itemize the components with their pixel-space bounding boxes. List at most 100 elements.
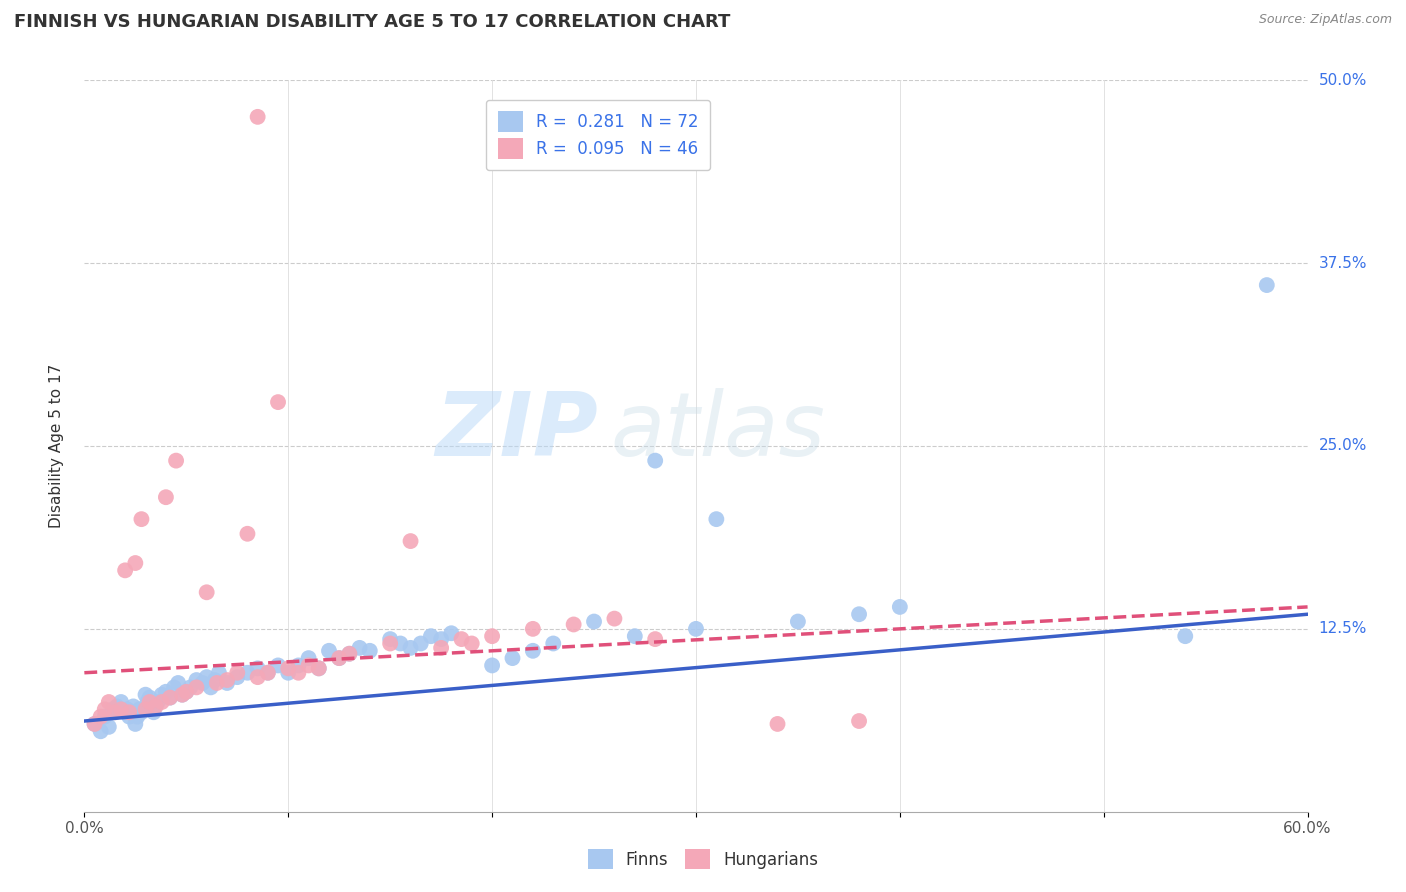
Point [704, 512, 728, 526]
Point [399, 534, 422, 549]
Point [131, 512, 153, 526]
Point [93, 709, 115, 723]
Point [105, 699, 128, 714]
Point [150, 688, 173, 702]
Point [501, 651, 523, 665]
Point [131, 705, 153, 719]
Point [287, 658, 309, 673]
Point [543, 636, 565, 650]
Point [146, 695, 169, 709]
Point [172, 688, 194, 702]
Point [97, 720, 120, 734]
Text: 37.5%: 37.5% [1319, 256, 1367, 270]
Point [104, 705, 127, 719]
Point [440, 626, 463, 640]
Point [257, 665, 280, 680]
Point [277, 665, 299, 680]
Point [246, 670, 269, 684]
Point [138, 690, 160, 705]
Point [141, 699, 163, 714]
Point [159, 690, 181, 705]
Text: 12.5%: 12.5% [1319, 622, 1367, 636]
Point [174, 685, 197, 699]
Point [226, 670, 249, 684]
Point [174, 685, 197, 699]
Text: 25.0%: 25.0% [1319, 439, 1367, 453]
Text: atlas: atlas [610, 388, 825, 475]
Point [155, 490, 177, 504]
Point [287, 665, 309, 680]
Point [1174, 629, 1197, 643]
Point [420, 629, 443, 643]
Point [339, 647, 360, 661]
Point [135, 688, 157, 702]
Point [349, 640, 371, 655]
Point [522, 622, 544, 636]
Point [128, 702, 150, 716]
Point [339, 647, 360, 661]
Point [481, 629, 503, 643]
Point [399, 640, 422, 655]
Point [110, 695, 132, 709]
Point [104, 705, 127, 719]
Point [124, 717, 146, 731]
Point [267, 395, 290, 409]
Point [97, 695, 120, 709]
Point [118, 705, 141, 719]
Point [159, 690, 181, 705]
Point [246, 661, 269, 675]
Point [685, 622, 707, 636]
Point [195, 670, 218, 684]
Point [155, 685, 177, 699]
Point [186, 681, 208, 695]
Point [191, 676, 214, 690]
Point [136, 695, 159, 709]
Point [380, 636, 402, 650]
Point [200, 681, 222, 695]
Point [624, 629, 647, 643]
Point [127, 709, 149, 723]
Point [461, 636, 484, 650]
Point [562, 617, 585, 632]
Point [101, 702, 124, 716]
Point [848, 714, 870, 728]
Point [889, 599, 911, 614]
Point [308, 661, 330, 675]
Point [145, 699, 167, 714]
Point [1256, 278, 1278, 293]
Point [380, 632, 402, 646]
Point [298, 658, 321, 673]
Point [450, 632, 472, 646]
Text: 50.0%: 50.0% [1319, 73, 1367, 87]
Point [603, 612, 626, 626]
Point [481, 658, 503, 673]
Text: FINNISH VS HUNGARIAN DISABILITY AGE 5 TO 17 CORRELATION CHART: FINNISH VS HUNGARIAN DISABILITY AGE 5 TO… [14, 13, 731, 31]
Point [246, 110, 269, 124]
Point [328, 651, 350, 665]
Point [318, 644, 340, 658]
Text: ZIP: ZIP [436, 388, 598, 475]
Point [217, 676, 239, 690]
Point [205, 676, 228, 690]
Point [93, 702, 115, 716]
Point [204, 673, 226, 687]
Point [172, 688, 194, 702]
Point [409, 636, 432, 650]
Point [787, 615, 810, 629]
Point [430, 632, 453, 646]
Point [122, 699, 145, 714]
Point [359, 644, 381, 658]
Point [124, 556, 146, 570]
Point [167, 676, 190, 690]
Point [163, 681, 186, 695]
Point [90, 724, 112, 739]
Text: Source: ZipAtlas.com: Source: ZipAtlas.com [1258, 13, 1392, 27]
Point [150, 695, 173, 709]
Point [83, 717, 105, 731]
Point [267, 658, 290, 673]
Point [277, 661, 299, 675]
Point [236, 665, 259, 680]
Point [110, 702, 132, 716]
Point [179, 681, 201, 695]
Point [226, 665, 249, 680]
